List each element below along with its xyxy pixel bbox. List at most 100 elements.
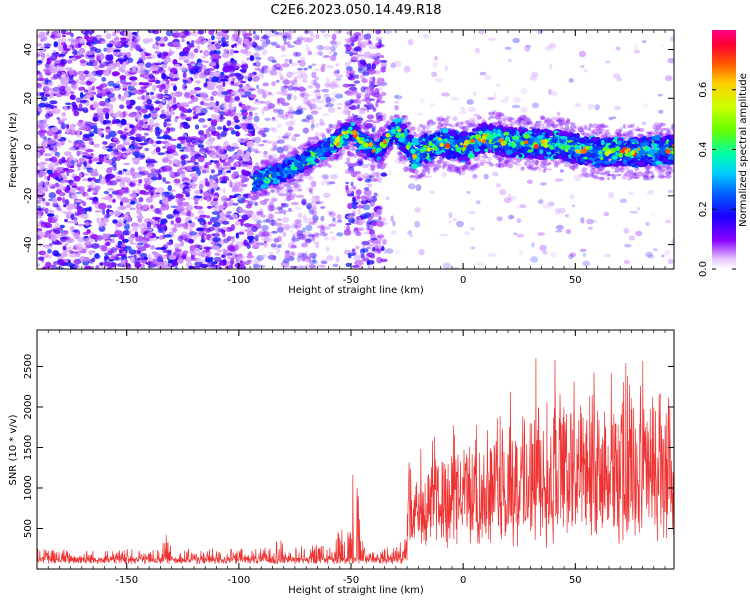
noise-blob [226,145,232,151]
noise-blob [197,143,201,148]
noise-blob [351,265,360,268]
noise-blob [530,71,539,78]
noise-blob [116,179,122,182]
noise-blob [315,89,321,92]
noise-blob [312,217,318,224]
noise-blob [169,111,176,115]
noise-blob [130,42,137,49]
noise-blob [253,52,260,58]
noise-blob [56,141,62,148]
noise-blob [379,44,385,48]
noise-blob [149,110,158,114]
noise-blob [106,111,110,118]
noise-blob [284,253,292,260]
noise-blob [283,41,288,45]
noise-blob [452,116,458,122]
noise-blob [221,254,226,258]
noise-blob [93,143,100,148]
noise-blob [356,195,360,200]
halo-blob [539,115,545,121]
noise-blob [64,161,72,166]
noise-blob [40,221,49,225]
noise-blob [44,46,51,49]
noise-blob [317,100,323,104]
noise-blob [385,248,394,254]
noise-blob [69,80,77,85]
noise-blob [163,89,169,94]
noise-blob [345,91,350,95]
noise-blob [174,91,183,97]
noise-blob [188,45,195,48]
noise-blob [82,166,88,170]
noise-blob [466,190,471,195]
noise-blob [377,111,384,116]
halo-blob [289,179,296,185]
noise-blob [204,161,213,166]
noise-blob [120,256,124,261]
noise-blob [143,177,149,182]
noise-blob [616,77,623,82]
noise-blob [197,156,205,163]
noise-blob [368,69,377,75]
noise-blob [123,150,130,154]
noise-blob [157,229,164,233]
noise-blob [268,252,274,255]
noise-blob [222,220,230,225]
noise-blob [223,171,227,176]
noise-blob [146,232,153,237]
noise-blob [208,126,213,130]
noise-blob [323,237,330,241]
noise-blob [335,40,341,47]
noise-blob [297,188,303,192]
noise-blob [347,252,356,257]
halo-blob [520,166,525,171]
noise-blob [372,92,380,98]
noise-blob [94,253,100,259]
halo-blob [634,176,640,179]
noise-blob [657,93,664,97]
noise-blob [108,259,115,262]
noise-blob [360,253,365,259]
noise-blob [300,92,309,99]
noise-blob [50,236,58,242]
noise-blob [247,41,252,47]
noise-blob [89,235,98,239]
noise-blob [280,44,286,52]
noise-blob [135,106,142,111]
noise-blob [78,119,84,123]
noise-blob [225,37,230,40]
noise-blob [56,117,60,120]
noise-blob [133,141,138,148]
noise-blob [181,38,185,43]
noise-blob [122,230,131,236]
noise-blob [378,100,386,104]
noise-blob [353,80,360,84]
halo-blob [616,173,622,177]
noise-blob [345,222,352,226]
noise-blob [231,44,235,48]
noise-blob [51,197,58,204]
noise-blob [203,153,208,159]
noise-blob [58,174,63,180]
noise-blob [516,233,525,238]
noise-blob [44,207,49,214]
noise-blob [226,211,232,214]
noise-blob [40,164,46,170]
noise-blob [134,173,143,179]
noise-blob [255,210,261,217]
noise-blob [76,206,84,213]
noise-blob [525,44,532,48]
noise-blob [359,220,367,224]
noise-blob [85,51,94,56]
noise-blob [68,69,74,76]
noise-blob [37,205,42,212]
noise-blob [136,244,141,248]
noise-blob [336,69,340,74]
noise-blob [162,134,171,140]
noise-blob [164,191,173,198]
noise-blob [160,246,167,251]
noise-blob [172,41,181,47]
noise-blob [175,193,184,199]
noise-blob [322,55,331,58]
noise-blob [112,121,116,125]
